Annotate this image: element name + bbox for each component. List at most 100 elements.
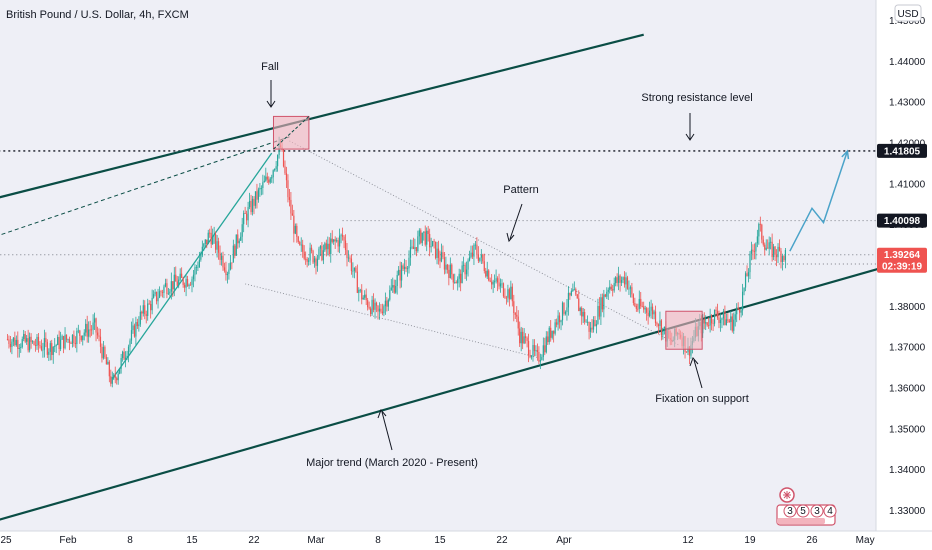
- candle-body-178: [269, 178, 271, 183]
- candle-body-525: [781, 256, 784, 263]
- candle-body-4: [12, 337, 14, 342]
- widget-digit-3[interactable]: 3: [810, 504, 824, 518]
- major-trend-line[interactable]: [0, 266, 884, 523]
- candle-body-148: [225, 270, 227, 276]
- candle-body-379: [566, 307, 568, 313]
- candle-body-240: [361, 289, 363, 300]
- time-axis-background: [0, 531, 932, 550]
- price-tag-pattern-high[interactable]: 1.40098: [877, 213, 927, 228]
- forecast-arrow-path[interactable]: [789, 150, 849, 252]
- pattern-upper-line[interactable]: [289, 140, 680, 346]
- candle-body-274: [411, 246, 413, 248]
- dashed-channel-line[interactable]: [0, 136, 290, 239]
- zones-layer: [272, 115, 850, 350]
- x-tick-label: 12: [682, 535, 694, 546]
- candle-body-65: [102, 346, 105, 359]
- candle-body-325: [486, 270, 488, 277]
- widget-digit-4[interactable]: 4: [823, 504, 837, 518]
- candle-body-131: [200, 255, 202, 260]
- candle-body-306: [458, 273, 460, 279]
- upper-trend-line[interactable]: [0, 33, 644, 200]
- candle-body-380: [567, 292, 570, 308]
- widget-digit-1[interactable]: 3: [783, 504, 797, 518]
- candle-body-60: [95, 318, 97, 333]
- candle-body-171: [259, 188, 261, 190]
- candle-body-326: [488, 270, 490, 281]
- candle-body-76: [119, 368, 121, 374]
- candle-body-404: [603, 294, 605, 310]
- currency-badge[interactable]: USD: [894, 4, 922, 22]
- candle-body-350: [523, 336, 525, 344]
- price-tag-box: [877, 213, 927, 228]
- candle-body-505: [752, 249, 754, 252]
- candle-body-2: [9, 343, 12, 348]
- candle-body-312: [467, 260, 469, 270]
- pattern-lower-line[interactable]: [245, 283, 538, 358]
- candle-body-105: [161, 292, 164, 293]
- candle-body-245: [368, 307, 370, 309]
- candle-body-482: [718, 317, 720, 324]
- candle-body-182: [275, 166, 277, 169]
- candle-body-25: [43, 338, 45, 350]
- price-tag-resistance[interactable]: 1.41805: [877, 143, 927, 158]
- candle-body-297: [445, 264, 447, 270]
- candle-body-3: [11, 341, 13, 348]
- candle-body-445: [663, 326, 665, 329]
- support-zone[interactable]: [665, 310, 703, 350]
- candle-body-52: [83, 332, 85, 336]
- candle-body-413: [616, 277, 618, 283]
- candle-body-488: [727, 319, 729, 321]
- candle-body-58: [92, 322, 94, 330]
- candle-body-104: [160, 291, 162, 293]
- candle-body-115: [176, 281, 178, 286]
- candle-body-291: [436, 248, 438, 258]
- candle-body-20: [36, 336, 38, 346]
- candle-body-265: [398, 269, 400, 276]
- candle-body-192: [290, 199, 292, 214]
- candle-body-391: [584, 312, 586, 322]
- candle-body-81: [126, 355, 128, 358]
- candle-body-305: [457, 278, 459, 284]
- candle-body-139: [212, 235, 214, 245]
- candle-body-271: [406, 268, 409, 270]
- pattern-annotation: Pattern: [503, 184, 539, 243]
- candle-body-219: [330, 238, 332, 255]
- indicator-widget[interactable]: 3 5 3 4: [776, 487, 837, 526]
- candle-body-173: [262, 182, 264, 188]
- candle-body-395: [589, 327, 592, 332]
- candle-body-298: [446, 264, 448, 270]
- candle-body-17: [31, 341, 34, 343]
- candle-body-88: [136, 322, 138, 327]
- candle-body-430: [641, 306, 643, 307]
- candle-body-208: [313, 258, 316, 263]
- candle-body-317: [474, 244, 477, 246]
- candle-body-499: [743, 287, 745, 292]
- candle-body-414: [618, 275, 620, 283]
- rise-line[interactable]: [111, 152, 273, 380]
- earnings-icon[interactable]: [779, 487, 795, 503]
- candle-body-197: [297, 236, 299, 242]
- candle-body-151: [229, 262, 231, 270]
- candle-body-403: [601, 297, 603, 310]
- widget-digit-2[interactable]: 5: [796, 504, 810, 518]
- x-tick-label: 19: [744, 535, 756, 546]
- candle-body-349: [522, 331, 524, 344]
- candle-body-277: [415, 247, 417, 252]
- candle-body-92: [142, 305, 144, 314]
- candle-body-398: [594, 319, 596, 327]
- candle-body-225: [339, 235, 341, 247]
- candle-body-227: [341, 234, 344, 237]
- candle-body-157: [238, 240, 240, 244]
- candle-body-324: [485, 270, 487, 277]
- candle-body-527: [784, 250, 787, 261]
- candle-body-49: [79, 330, 81, 336]
- candle-body-328: [491, 281, 493, 285]
- candle-body-363: [542, 345, 544, 357]
- candle-body-147: [223, 267, 226, 271]
- candle-body-462: [688, 346, 691, 356]
- candle-body-495: [737, 307, 739, 310]
- candle-body-228: [343, 236, 345, 241]
- candle-body-346: [517, 316, 519, 329]
